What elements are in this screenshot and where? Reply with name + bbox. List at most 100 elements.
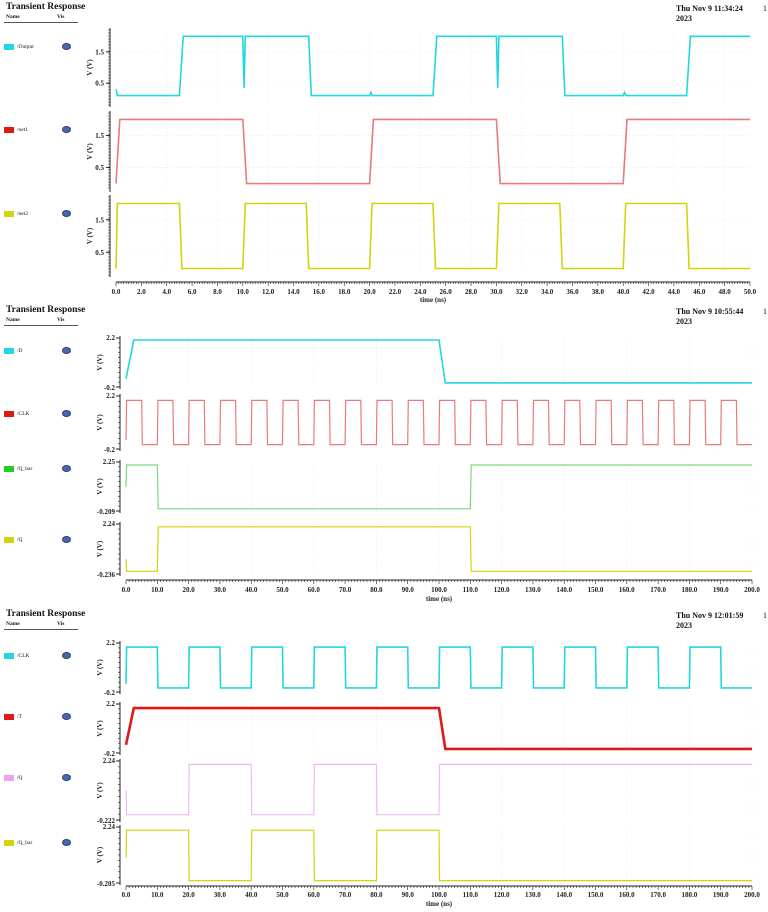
signal-label: /Q_bar	[17, 466, 33, 472]
x-tick-label: 8.0	[213, 288, 222, 296]
timestamp: Thu Nov 9 11:34:24 2023	[676, 4, 743, 24]
x-tick-label: 140.0	[556, 891, 572, 899]
svg-text:-0.2: -0.2	[104, 446, 116, 454]
x-tick-label: 40.0	[245, 891, 258, 899]
svg-text:-0.205: -0.205	[97, 880, 116, 888]
x-tick-label: 30.0	[490, 288, 503, 296]
svg-text:-0.222: -0.222	[97, 817, 116, 825]
timestamp-year: 2023	[676, 317, 692, 326]
x-tick-label: 0.0	[122, 891, 131, 899]
signal-label: /net1	[17, 127, 28, 133]
x-tick-label: 10.0	[151, 586, 164, 594]
signal-color-swatch	[4, 211, 14, 217]
svg-text:-0.2: -0.2	[104, 689, 116, 697]
svg-text:V (V): V (V)	[96, 720, 104, 737]
visibility-eye-icon[interactable]	[62, 774, 71, 781]
timestamp-year: 2023	[676, 14, 692, 23]
visibility-eye-icon[interactable]	[62, 410, 71, 417]
visibility-eye-icon[interactable]	[62, 652, 71, 659]
x-tick-label: 110.0	[463, 891, 479, 899]
timestamp: Thu Nov 9 12:01:59 2023	[676, 611, 743, 631]
visibility-eye-icon[interactable]	[62, 126, 71, 133]
y-tick-label: 1.5	[95, 48, 104, 56]
svg-text:2.2: 2.2	[106, 334, 115, 342]
timestamp-date: Thu Nov 9 10:55:44	[676, 307, 744, 316]
x-tick-label: 150.0	[588, 586, 604, 594]
waveform-trace	[125, 399, 752, 446]
svg-text:2.2: 2.2	[106, 639, 115, 647]
legend-header: Name Vis	[4, 317, 78, 326]
x-tick-label: 200.0	[744, 586, 760, 594]
svg-text:V (V): V (V)	[96, 846, 104, 863]
svg-text:2.25: 2.25	[103, 458, 116, 466]
x-tick-label: 50.0	[276, 586, 289, 594]
x-axis-label: time (ns)	[426, 900, 453, 908]
panel-title: Transient Response	[6, 305, 86, 315]
x-tick-label: 70.0	[339, 586, 352, 594]
visibility-eye-icon[interactable]	[62, 839, 71, 846]
timestamp-date: Thu Nov 9 11:34:24	[676, 4, 743, 13]
visibility-eye-icon[interactable]	[62, 210, 71, 217]
x-tick-label: 80.0	[370, 586, 383, 594]
y-tick-label: 0.5	[95, 80, 104, 88]
x-tick-label: 50.0	[276, 891, 289, 899]
waveform-trace	[125, 646, 752, 689]
x-tick-label: 0.0	[122, 586, 131, 594]
x-tick-label: 40.0	[245, 586, 258, 594]
x-tick-label: 20.0	[182, 586, 195, 594]
timestamp-date: Thu Nov 9 12:01:59	[676, 611, 744, 620]
x-tick-label: 10.0	[237, 288, 250, 296]
x-tick-label: 60.0	[308, 891, 321, 899]
svg-text:V (V): V (V)	[96, 414, 104, 431]
svg-text:V (V): V (V)	[96, 659, 104, 676]
x-tick-label: 30.0	[214, 586, 227, 594]
svg-text:2.24: 2.24	[103, 757, 116, 765]
x-tick-label: 120.0	[494, 586, 510, 594]
x-tick-label: 100.0	[431, 891, 447, 899]
y-tick-label: 0.5	[95, 249, 104, 257]
x-tick-label: 4.0	[162, 288, 171, 296]
waveform-trace	[125, 526, 752, 572]
signal-label: /Q	[17, 537, 23, 543]
x-tick-label: 32.0	[516, 288, 529, 296]
x-tick-label: 44.0	[668, 288, 681, 296]
x-tick-label: 130.0	[525, 891, 541, 899]
legend-header: Name Vis	[4, 14, 78, 23]
visibility-eye-icon[interactable]	[62, 536, 71, 543]
svg-text:-0.209: -0.209	[97, 508, 116, 516]
signal-label: /net2	[17, 211, 28, 217]
signal-label: /D	[17, 348, 23, 354]
svg-text:-0.236: -0.236	[97, 571, 116, 579]
x-tick-label: 46.0	[693, 288, 706, 296]
visibility-eye-icon[interactable]	[62, 465, 71, 472]
x-tick-label: 10.0	[151, 891, 164, 899]
x-tick-label: 20.0	[182, 891, 195, 899]
x-tick-label: 50.0	[744, 288, 757, 296]
page-number: 1	[763, 307, 767, 316]
waveform-trace	[125, 763, 752, 816]
signal-color-swatch	[4, 775, 14, 781]
signal-color-swatch	[4, 466, 14, 472]
waveform-trace	[115, 118, 750, 185]
x-tick-label: 170.0	[650, 586, 666, 594]
x-tick-label: 90.0	[402, 586, 415, 594]
visibility-eye-icon[interactable]	[62, 713, 71, 720]
signal-color-swatch	[4, 411, 14, 417]
x-tick-label: 130.0	[525, 586, 541, 594]
signal-color-swatch	[4, 537, 14, 543]
x-tick-label: 160.0	[619, 891, 635, 899]
page-number: 1	[763, 611, 767, 620]
x-tick-label: 190.0	[713, 891, 729, 899]
visibility-eye-icon[interactable]	[62, 43, 71, 50]
waveform-trace	[124, 706, 752, 751]
y-tick-label: 1.5	[95, 132, 104, 140]
x-tick-label: 90.0	[402, 891, 415, 899]
x-tick-label: 24.0	[414, 288, 427, 296]
x-tick-label: 28.0	[465, 288, 478, 296]
signal-color-swatch	[4, 127, 14, 133]
timestamp: Thu Nov 9 10:55:44 2023	[676, 307, 743, 327]
signal-color-swatch	[4, 653, 14, 659]
visibility-eye-icon[interactable]	[62, 347, 71, 354]
x-tick-label: 190.0	[713, 586, 729, 594]
